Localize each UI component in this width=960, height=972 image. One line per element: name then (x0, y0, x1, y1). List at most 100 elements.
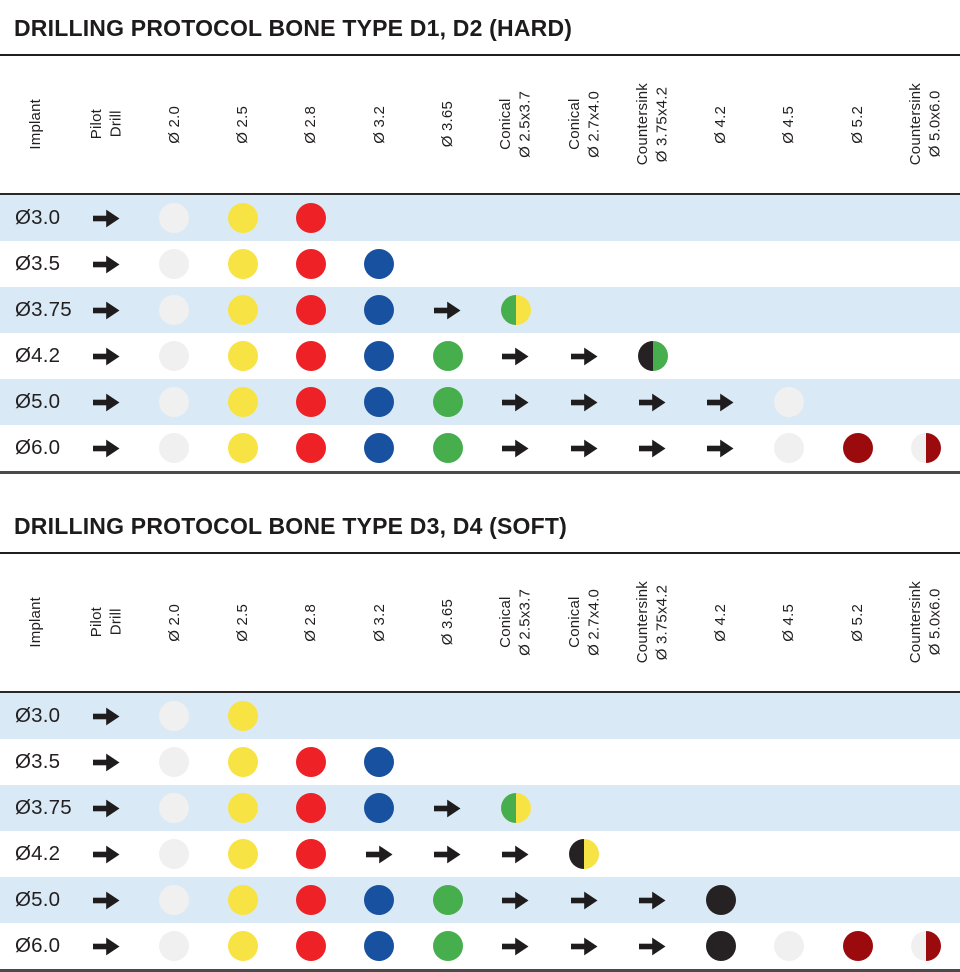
table-cell (345, 287, 413, 333)
column-header-label: Ø 3.65 (438, 101, 456, 148)
step-arrow-cell (482, 923, 550, 969)
table-row: Ø6.0 (0, 923, 960, 969)
table-cell (345, 333, 413, 379)
column-header-label: Ø 4.5 (780, 105, 798, 144)
column-header-label: Ø 2.8 (302, 603, 320, 642)
empty-cell (550, 195, 618, 241)
drill-dot-white (774, 433, 805, 463)
table-cell (209, 195, 277, 241)
empty-cell (823, 739, 891, 785)
column-header: Conical Ø 2.5x3.7 (482, 554, 550, 691)
empty-cell (687, 693, 755, 739)
step-arrow-cell (72, 287, 140, 333)
arrow-icon (365, 845, 393, 863)
step-arrow-cell (618, 425, 686, 471)
drill-dot-yellow (227, 793, 258, 823)
table-cell (482, 287, 550, 333)
step-arrow-cell (482, 425, 550, 471)
table-hard-section: DRILLING PROTOCOL BONE TYPE D1, D2 (HARD… (0, 0, 960, 474)
split-drill-dot-green-yellow (500, 793, 531, 823)
empty-cell (687, 287, 755, 333)
table-cell (482, 785, 550, 831)
table-cell (140, 379, 208, 425)
column-header-label: Countersink Ø 3.75x4.2 (634, 581, 671, 664)
column-header-label: Ø 4.2 (712, 603, 730, 642)
drill-dot-red (296, 249, 327, 279)
table-cell (823, 923, 891, 969)
empty-cell (755, 333, 823, 379)
header-divider (0, 691, 960, 693)
empty-cell (618, 195, 686, 241)
arrow-icon (639, 937, 666, 955)
empty-cell (823, 379, 891, 425)
drill-dot-red (296, 341, 327, 371)
table-cell (414, 877, 482, 923)
empty-cell (892, 195, 960, 241)
arrow-icon (570, 937, 598, 955)
table-soft-rows: Ø3.0 Ø3.5 Ø3.75 Ø4.2 Ø5.0 Ø6.0 (0, 693, 960, 969)
drill-dot-white (159, 341, 190, 371)
empty-cell (550, 785, 618, 831)
drill-dot-red (296, 433, 327, 463)
arrow-icon (92, 799, 120, 817)
table-row: Ø5.0 (0, 877, 960, 923)
empty-cell (755, 785, 823, 831)
drill-dot-blue (364, 295, 395, 325)
drill-dot-blue (364, 433, 395, 463)
implant-label: Ø4.2 (15, 344, 61, 367)
drill-dot-yellow (227, 839, 258, 869)
column-header-label: Pilot Drill (87, 607, 125, 638)
drill-dot-green (432, 387, 463, 417)
empty-cell (892, 831, 960, 877)
drill-dot-yellow (227, 387, 258, 417)
column-header: Conical Ø 2.7x4.0 (550, 554, 618, 691)
drill-dot-darkred (842, 433, 873, 463)
empty-cell (755, 287, 823, 333)
table-cell (345, 923, 413, 969)
table-row: Ø4.2 (0, 333, 960, 379)
column-header-label: Ø 3.2 (370, 603, 388, 642)
empty-cell (823, 195, 891, 241)
table-cell (277, 287, 345, 333)
step-arrow-cell (72, 379, 140, 425)
table-row: Ø3.75 (0, 785, 960, 831)
arrow-icon (502, 347, 529, 365)
step-arrow-cell (72, 831, 140, 877)
empty-cell (345, 195, 413, 241)
table-cell (140, 241, 208, 287)
split-drill-dot-black-green (637, 341, 668, 371)
table-cell (345, 379, 413, 425)
table-cell (345, 785, 413, 831)
column-header-label: Ø 2.8 (302, 105, 320, 144)
empty-cell (687, 785, 755, 831)
title-divider (0, 54, 960, 56)
drill-dot-yellow (227, 203, 258, 233)
table-cell (209, 425, 277, 471)
table-hard-rows: Ø3.0 Ø3.5 Ø3.75 Ø4.2 Ø5.0 Ø6.0 (0, 195, 960, 471)
column-header-label: Conical Ø 2.7x4.0 (565, 589, 603, 656)
table-soft-section: DRILLING PROTOCOL BONE TYPE D3, D4 (SOFT… (0, 498, 960, 972)
column-header-label: Countersink Ø 5.0x6.0 (907, 83, 944, 166)
arrow-icon (570, 439, 598, 457)
table-cell (277, 379, 345, 425)
step-arrow-cell (550, 379, 618, 425)
table-cell (140, 287, 208, 333)
implant-label: Ø4.2 (15, 842, 61, 865)
empty-cell (892, 287, 960, 333)
empty-cell (755, 241, 823, 287)
table-cell (209, 333, 277, 379)
drill-dot-yellow (227, 701, 258, 731)
table-cell (892, 425, 960, 471)
drill-dot-white (159, 387, 190, 417)
column-header: Ø 5.2 (823, 56, 891, 193)
column-header: Ø 3.2 (345, 554, 413, 691)
empty-cell (414, 195, 482, 241)
drill-dot-red (296, 203, 327, 233)
arrow-icon (92, 439, 120, 457)
table-cell (414, 333, 482, 379)
empty-cell (482, 739, 550, 785)
drill-dot-blue (364, 387, 395, 417)
column-header-label: Ø 2.0 (165, 603, 183, 642)
arrow-icon (434, 845, 461, 863)
